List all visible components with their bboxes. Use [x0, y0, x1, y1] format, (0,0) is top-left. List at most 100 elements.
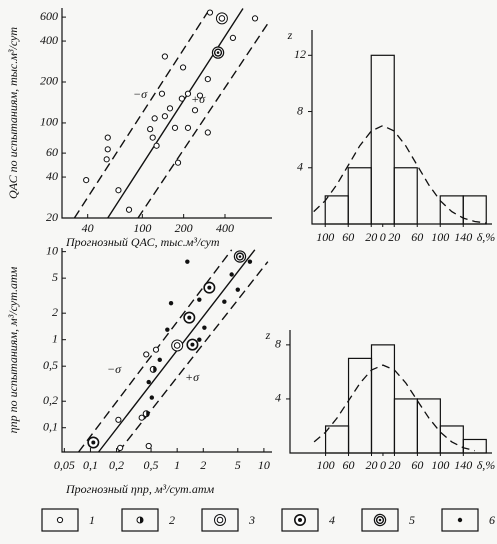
x-tick-label: 0,5 — [144, 458, 159, 472]
y-tick-label: 600 — [40, 9, 58, 23]
point — [117, 444, 124, 451]
point — [149, 365, 157, 373]
y-tick-label: 4 — [297, 160, 303, 174]
point — [143, 351, 150, 358]
marker-ring — [56, 516, 64, 524]
y-tick-label: 0,1 — [43, 419, 58, 433]
point — [147, 126, 154, 133]
legend-box — [201, 508, 239, 532]
marker-dot — [185, 259, 190, 264]
bar — [439, 425, 464, 454]
legend-symbol — [293, 513, 306, 526]
marker-ring — [103, 156, 110, 163]
marker-ring — [115, 416, 122, 423]
point — [149, 395, 155, 400]
point — [145, 442, 152, 450]
point — [203, 281, 216, 294]
y-tick-label: 12 — [294, 47, 306, 61]
marker-ring — [143, 351, 150, 358]
marker-inner — [375, 515, 385, 525]
marker-dot — [190, 342, 195, 347]
marker-ring — [161, 53, 168, 60]
axis-line — [311, 30, 492, 225]
x-tick-label: 100 — [316, 230, 334, 244]
point — [87, 436, 100, 449]
y-axis-label: QАС по испытаниям, тыс.м³/сут — [6, 27, 20, 199]
marker-ring — [171, 339, 184, 352]
point — [149, 134, 156, 141]
point — [185, 259, 190, 264]
marker-ring — [153, 142, 160, 149]
marker-dot — [202, 325, 207, 330]
x-tick-label: 100 — [317, 458, 335, 472]
point — [197, 337, 202, 342]
marker-ring — [104, 134, 111, 141]
point — [166, 105, 174, 112]
line-label: −σ — [133, 87, 148, 101]
y-tick-label: 400 — [40, 33, 58, 47]
point — [179, 64, 187, 71]
legend-symbol — [214, 514, 226, 526]
legend-label: 6 — [489, 513, 495, 527]
marker-ring — [196, 92, 204, 99]
bar — [393, 167, 418, 225]
point — [204, 129, 211, 136]
point — [168, 300, 174, 306]
y-tick-label: 20 — [46, 210, 58, 224]
legend-box — [281, 508, 319, 532]
marker-ring — [158, 90, 166, 97]
x-tick-label: 100 — [431, 458, 449, 472]
marker-dot — [165, 327, 170, 332]
x-tick-label: 100 — [431, 230, 449, 244]
axis-line — [289, 330, 492, 454]
x-tick-label: 60 — [411, 458, 423, 472]
x-tick-label: 60 — [411, 230, 423, 244]
marker-ring — [174, 159, 182, 166]
y-tick-label: 60 — [46, 145, 58, 159]
legend-label: 1 — [89, 513, 95, 527]
x-tick-label: 20 — [388, 458, 400, 472]
legend-label: 4 — [329, 513, 335, 527]
legend-symbol — [373, 513, 387, 527]
x-tick-label: 1 — [174, 458, 180, 472]
x-axis-label: Прогнозный ηпр, м³/сут.атм — [65, 482, 214, 496]
y-tick-label: 40 — [46, 169, 58, 183]
bar — [370, 54, 395, 225]
legend-box — [361, 508, 399, 532]
axis-line — [61, 8, 272, 219]
marker-dot — [168, 300, 174, 306]
normal-curve — [313, 364, 475, 452]
line-label: −σ — [107, 362, 122, 376]
y-axis-label: z — [287, 28, 293, 42]
fit-line — [117, 261, 269, 453]
point — [157, 357, 162, 363]
bar — [439, 195, 464, 225]
marker-ring — [204, 129, 211, 136]
x-axis-label: δ,% — [477, 230, 496, 244]
marker-dot — [197, 297, 202, 302]
marker-inner — [216, 516, 224, 524]
point — [197, 297, 202, 302]
marker-inner — [173, 342, 181, 349]
point — [206, 9, 214, 16]
marker-ring — [184, 124, 192, 131]
x-tick-label: 20 — [388, 230, 400, 244]
point — [184, 90, 192, 97]
y-tick-label: 200 — [40, 74, 58, 88]
x-axis-label: Прогнозный QАС, тыс.м³/сут — [65, 235, 220, 249]
x-tick-label: 20 — [365, 230, 377, 244]
y-tick-label: 0,2 — [43, 393, 58, 407]
point — [161, 53, 168, 60]
marker-ring — [204, 76, 211, 83]
point — [211, 46, 225, 59]
marker-ring — [149, 134, 156, 141]
marker-ring — [147, 126, 154, 133]
marker-ring — [152, 346, 160, 353]
point — [152, 346, 160, 353]
point — [142, 410, 150, 418]
y-tick-label: 5 — [52, 270, 58, 284]
legend-box — [41, 508, 79, 532]
point — [171, 124, 179, 131]
y-axis-label: ηпр по испытаниям, м³/сут.атм — [6, 266, 20, 433]
point — [222, 299, 227, 304]
